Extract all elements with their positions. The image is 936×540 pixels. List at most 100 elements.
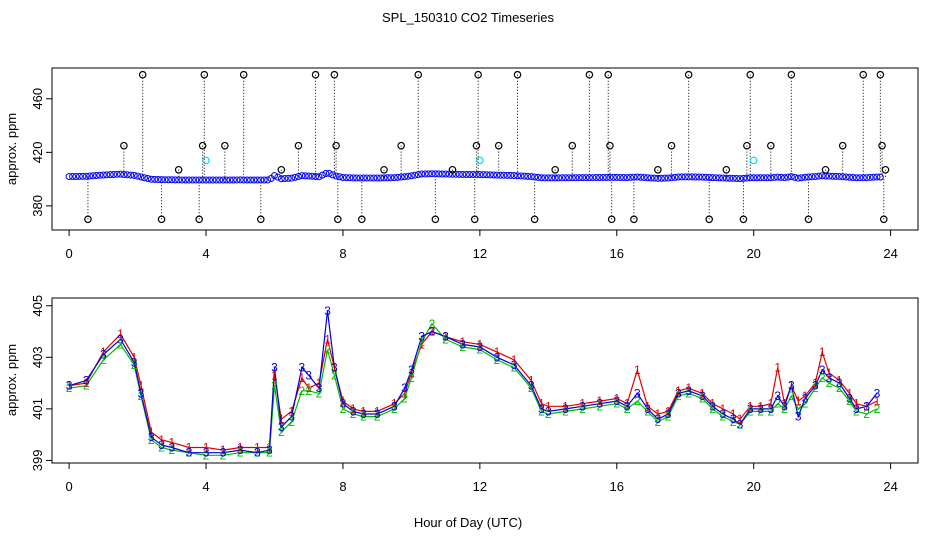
series-1-marker: 1 <box>795 394 802 408</box>
smoothed-point <box>757 174 765 182</box>
series-1-marker: 1 <box>730 407 737 421</box>
series-3-marker: 3 <box>331 361 338 375</box>
smoothed-point <box>620 174 628 182</box>
series-1-marker: 1 <box>271 368 278 382</box>
raw-outlier-point <box>334 215 342 224</box>
smoothed-point <box>404 172 412 180</box>
series-2-marker: 2 <box>158 441 165 455</box>
smoothed-point <box>462 170 470 178</box>
bottom-x-tick-label: 20 <box>746 479 760 494</box>
raw-outlier-point <box>448 165 457 174</box>
series-2-marker: 2 <box>254 446 261 460</box>
smoothed-point <box>130 171 138 179</box>
series-2-marker: 2 <box>685 386 692 400</box>
smoothed-point <box>329 171 337 179</box>
series-3-marker: 3 <box>138 386 145 400</box>
smoothed-point <box>274 173 282 181</box>
smoothed-point <box>808 173 816 181</box>
series-2-marker: 2 <box>596 399 603 413</box>
bottom-y-tick-label: 403 <box>30 346 45 368</box>
series-3-marker: 3 <box>655 412 662 426</box>
smoothed-point <box>715 174 723 182</box>
series-2-marker: 2 <box>644 404 651 418</box>
smoothed-point <box>781 174 789 182</box>
series-3-marker: 3 <box>278 420 285 434</box>
raw-outlier-point <box>630 215 638 224</box>
smoothed-point <box>301 172 309 180</box>
smoothed-point <box>366 174 374 182</box>
smoothed-point <box>585 174 593 182</box>
smoothed-point <box>110 170 118 178</box>
series-1-marker: 1 <box>538 397 545 411</box>
raw-outlier-point <box>746 70 755 79</box>
smoothed-point <box>784 173 792 181</box>
smoothed-point <box>349 174 357 182</box>
series-3-marker: 3 <box>203 446 210 460</box>
series-2-marker: 2 <box>528 381 535 395</box>
top-axes: 0 4 8 12 16 20 24 380 420 460 <box>30 88 898 261</box>
series-3-marker: 3 <box>795 410 802 424</box>
series-3-marker: 3 <box>271 361 278 375</box>
smoothed-point <box>791 173 799 181</box>
smoothed-point <box>185 176 193 184</box>
top-plot-frame <box>51 67 919 231</box>
smoothed-point <box>510 172 518 180</box>
smoothed-point <box>681 173 689 181</box>
series-1-marker: 1 <box>781 397 788 411</box>
smoothed-point <box>733 174 741 182</box>
smoothed-point <box>192 176 200 184</box>
cyan-flag-point <box>476 156 484 165</box>
series-2-marker: 2 <box>836 381 843 395</box>
smoothed-point <box>695 173 703 181</box>
smoothed-point <box>137 173 145 181</box>
series-2-marker: 2 <box>538 404 545 418</box>
smoothed-point <box>147 175 155 183</box>
smoothed-point <box>277 175 285 183</box>
smoothed-point <box>459 170 467 178</box>
series-2-marker: 2 <box>429 317 436 331</box>
series-3-marker: 3 <box>562 402 569 416</box>
smoothed-point <box>633 173 641 181</box>
raw-outlier-point <box>705 215 714 224</box>
bottom-series-lines <box>68 310 878 456</box>
smoothed-point <box>825 172 833 180</box>
series-1-marker: 1 <box>613 392 620 406</box>
smoothed-point <box>637 173 645 181</box>
raw-outlier-point <box>513 70 522 79</box>
smoothed-point <box>342 174 350 182</box>
smoothed-point <box>469 171 477 179</box>
smoothed-point <box>630 173 638 181</box>
smoothed-point <box>712 174 720 182</box>
smoothed-point <box>291 173 299 181</box>
smoothed-point <box>486 171 494 179</box>
smoothed-point <box>565 174 573 182</box>
raw-outlier-point <box>654 165 662 174</box>
series-3-marker: 3 <box>237 443 244 457</box>
series-1-marker: 1 <box>836 374 843 388</box>
smoothed-point <box>801 173 809 181</box>
smoothed-point <box>216 176 224 184</box>
bottom-x-tick-label: 12 <box>473 479 487 494</box>
smoothed-point <box>657 174 665 182</box>
series-1-marker: 1 <box>675 384 682 398</box>
series-2-marker: 2 <box>802 397 809 411</box>
smoothed-point <box>849 174 857 182</box>
series-1-marker: 1 <box>788 379 795 393</box>
smoothed-point <box>229 176 237 184</box>
top-x-tick-label: 24 <box>883 246 897 261</box>
smoothed-point <box>270 172 278 180</box>
smoothed-point <box>161 176 169 184</box>
series-3-marker: 3 <box>685 384 692 398</box>
smoothed-point <box>298 172 306 180</box>
raw-outlier-point <box>494 141 503 150</box>
smoothed-point <box>736 175 744 183</box>
raw-outlier-point <box>787 70 796 79</box>
smoothed-point <box>575 174 583 182</box>
smoothed-point <box>250 176 258 184</box>
series-3-marker: 3 <box>737 417 744 431</box>
smoothed-point <box>322 170 330 178</box>
smoothed-point <box>613 173 621 181</box>
smoothed-point <box>551 174 559 182</box>
series-2-marker: 2 <box>494 353 501 367</box>
smoothed-point <box>370 174 378 182</box>
